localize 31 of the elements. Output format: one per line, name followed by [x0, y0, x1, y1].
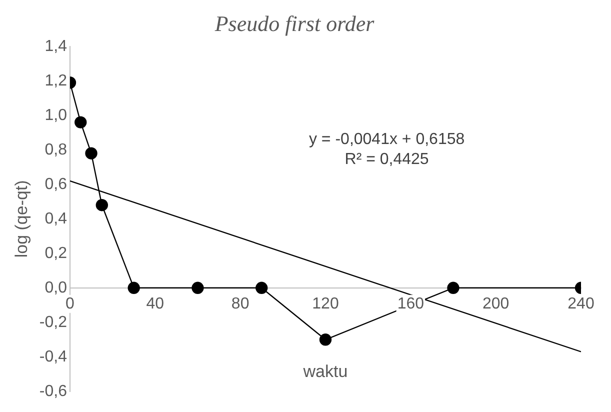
x-tick-label: 80 [231, 295, 250, 312]
point [319, 334, 332, 346]
y-tick-label: 1,4 [44, 38, 68, 55]
point [256, 282, 268, 294]
y-tick-label: 0,0 [44, 279, 68, 296]
y-tick-label: 1,2 [44, 72, 68, 90]
point [192, 282, 204, 294]
y-tick-label: -0,4 [39, 348, 68, 366]
y-tick-label: 0,4 [44, 210, 68, 228]
y-tick-label: 1,0 [44, 106, 68, 124]
x-tick-label: 120 [312, 295, 339, 312]
point [85, 147, 98, 160]
chart-title: Pseudo first order [214, 10, 375, 36]
x-axis-title: waktu [302, 362, 348, 382]
x-tick-label: 0 [66, 295, 75, 312]
y-tick-label: -0,6 [39, 382, 68, 400]
y-axis-title: log (qe-qt) [12, 180, 31, 258]
x-tick-label: 160 [397, 295, 424, 312]
annotation: y = -0,0041x + 0,6158 [308, 130, 465, 148]
x-tick-label: 200 [482, 295, 510, 312]
point [96, 199, 108, 212]
point [128, 282, 140, 294]
x-tick-label: 240 [568, 295, 594, 312]
x-tick-label: 40 [146, 295, 164, 312]
annotation: R² = 0,4425 [344, 150, 429, 168]
y-tick-label: 0,6 [44, 176, 68, 193]
y-tick-label: 0,2 [44, 244, 68, 262]
y-tick-label: -0,2 [39, 314, 68, 331]
point [74, 116, 87, 128]
point [447, 282, 460, 294]
y-tick-label: 0,8 [44, 141, 68, 158]
